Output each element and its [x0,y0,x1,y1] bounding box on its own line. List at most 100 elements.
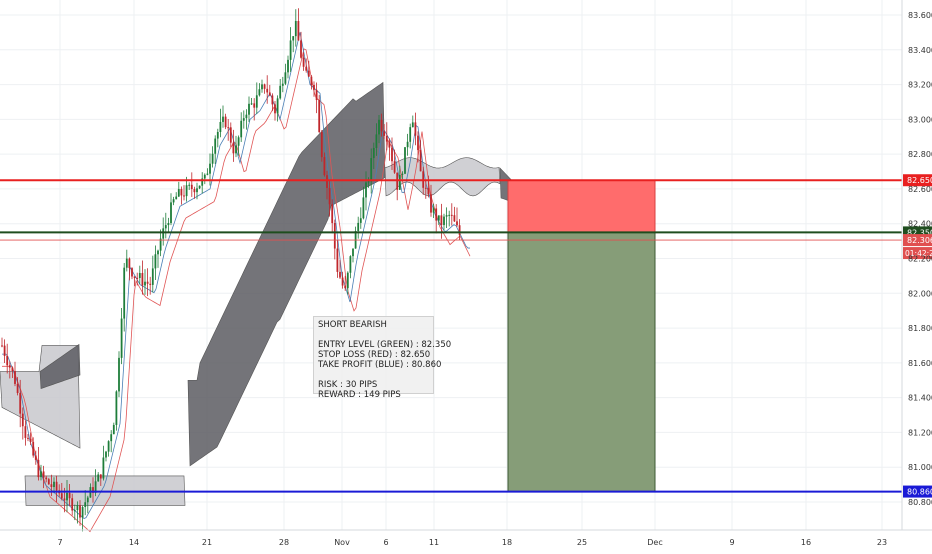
candle-body [443,216,445,226]
annotation-title: SHORT BEARISH [318,320,387,330]
candle-body [172,199,175,203]
candle-body [209,163,211,174]
candle-body [138,273,141,279]
candle-body [263,84,266,89]
candle-body [1,345,3,347]
candle-body [128,258,131,269]
candle-body [235,145,237,154]
candle-body [318,100,321,133]
annotation-stop: STOP LOSS (RED) : 82.650 [318,350,431,360]
x-tick-label: Dec [647,538,662,547]
candle-body [8,365,11,368]
candle-body [315,89,318,101]
candle-body [11,367,14,372]
candle-body [151,268,154,285]
trade-annotation[interactable]: SHORT BEARISH ENTRY LEVEL (GREEN) : 82.3… [313,316,452,400]
candle-body [336,248,339,272]
candle-body [53,481,55,488]
candle-body [266,88,269,93]
candle-body [427,188,430,195]
candle-body [68,492,71,499]
candle-body [136,277,139,279]
candle-body [287,59,289,73]
candle-body [396,172,399,190]
position-zones [507,179,656,493]
candle-body [102,457,105,479]
candle-body [92,487,94,493]
candle-body [45,477,48,480]
candle-body [222,116,224,122]
y-tick-label: 82.200 [908,255,932,264]
annotation-entry: ENTRY LEVEL (GREEN) : 82.350 [318,340,452,350]
candle-body [229,127,232,143]
candle-body [284,72,287,84]
candle-body [120,318,123,358]
candle-body [162,228,165,239]
candle-body [378,119,380,135]
candle-body [227,127,230,129]
candle-body [79,505,81,518]
x-tick-label: 11 [429,538,439,547]
candle-body [331,204,334,224]
candle-body [237,137,240,146]
y-tick-label: 82.600 [908,185,932,194]
candle-body [185,185,188,197]
candle-body [55,481,58,491]
x-tick-label: 23 [877,538,887,547]
candle-body [276,98,279,114]
x-tick-label: 9 [729,538,734,547]
candle-body [352,248,354,257]
candle-body [29,438,32,442]
candle-body [339,271,341,278]
candle-body [365,182,367,198]
candle-body [398,174,401,190]
candle-body [105,451,107,458]
candle-body [34,455,37,460]
x-tick-label: Nov [334,538,350,547]
y-tick-label: 83.000 [908,115,932,124]
candle-body [349,256,352,273]
countdown-label: 01:42:27 [905,249,932,258]
candle-body [341,277,344,286]
candle-body [271,95,274,105]
candle-body [419,150,422,172]
candle-body [302,57,305,67]
y-tick-label: 81.400 [908,394,932,403]
candle-body [201,178,204,186]
candle-body [211,153,214,164]
candle-body [268,92,271,96]
candle-body [385,135,388,142]
candle-body [305,66,308,71]
candle-body [63,498,66,501]
candle-body [193,189,196,193]
candle-body [414,122,417,136]
y-tick-label: 82.000 [908,289,932,298]
annotation-risk: RISK : 30 PIPS [318,380,378,390]
candle-body [424,187,427,189]
y-tick-label: 81.800 [908,324,932,333]
candle-body [372,147,375,159]
candle-body [125,258,128,268]
x-tick-label: 21 [202,538,212,547]
candle-body [206,173,209,175]
x-tick-label: 25 [577,538,587,547]
annotation-reward: REWARD : 149 PIPS [318,390,401,400]
price-axis[interactable]: 83.600 83.400 83.200 83.000 82.800 82.600 82.4… [901,0,932,530]
candle-body [42,471,45,478]
candle-body [71,498,74,511]
y-tick-label: 80.800 [908,498,932,507]
candle-body [81,506,84,518]
candle-body [118,357,120,392]
candle-body [328,187,331,205]
candle-body [3,345,6,356]
candle-body [149,283,152,285]
time-axis[interactable]: 7 14 21 28 Nov 6 11 18 25 Dec 9 16 23 [0,529,932,547]
x-tick-label: 14 [129,538,139,547]
candle-body [383,131,386,136]
y-tick-label: 82.400 [908,220,932,229]
level-label-current_price: 82.306 [907,236,932,245]
candle-body [359,218,362,223]
grid-lines [0,0,902,530]
